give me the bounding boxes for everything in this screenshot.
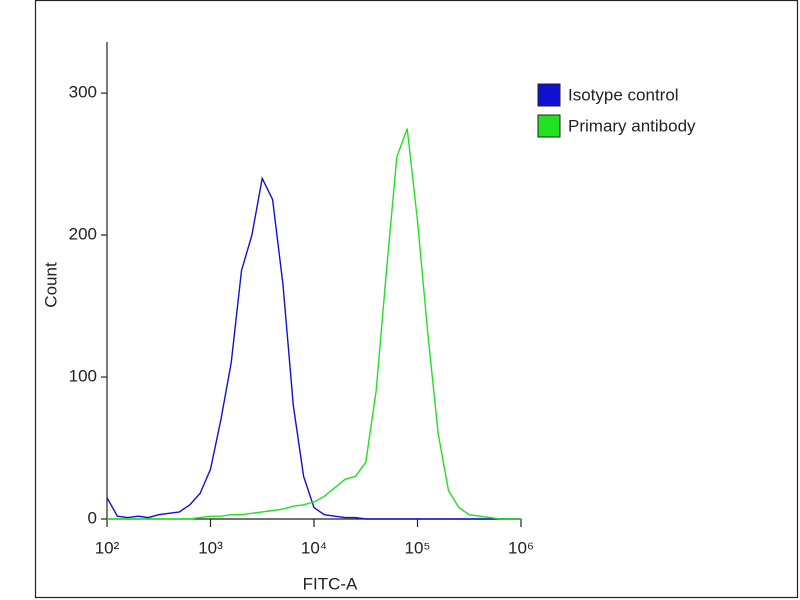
y-tick-label: 200 (69, 225, 97, 244)
series-line (106, 176, 521, 520)
series-line (107, 128, 521, 520)
y-tick-label: 0 (88, 508, 97, 527)
y-tick-label: 100 (69, 367, 97, 386)
legend-swatch (537, 83, 561, 107)
x-tick-label: 10⁴ (301, 538, 327, 557)
y-tick-label: 300 (69, 83, 97, 102)
x-tick-label: 10⁵ (405, 538, 431, 557)
x-tick-label: 10² (95, 538, 120, 557)
x-tick-label: 10⁶ (508, 538, 534, 557)
y-axis-label: Count (41, 262, 60, 308)
legend-label: Isotype control (568, 85, 679, 104)
x-tick-label: 10³ (198, 538, 223, 557)
frame (34, 0, 799, 599)
legend-swatch (537, 114, 561, 138)
legend-label: Primary antibody (568, 116, 696, 135)
x-axis-label: FITC-A (303, 574, 358, 593)
